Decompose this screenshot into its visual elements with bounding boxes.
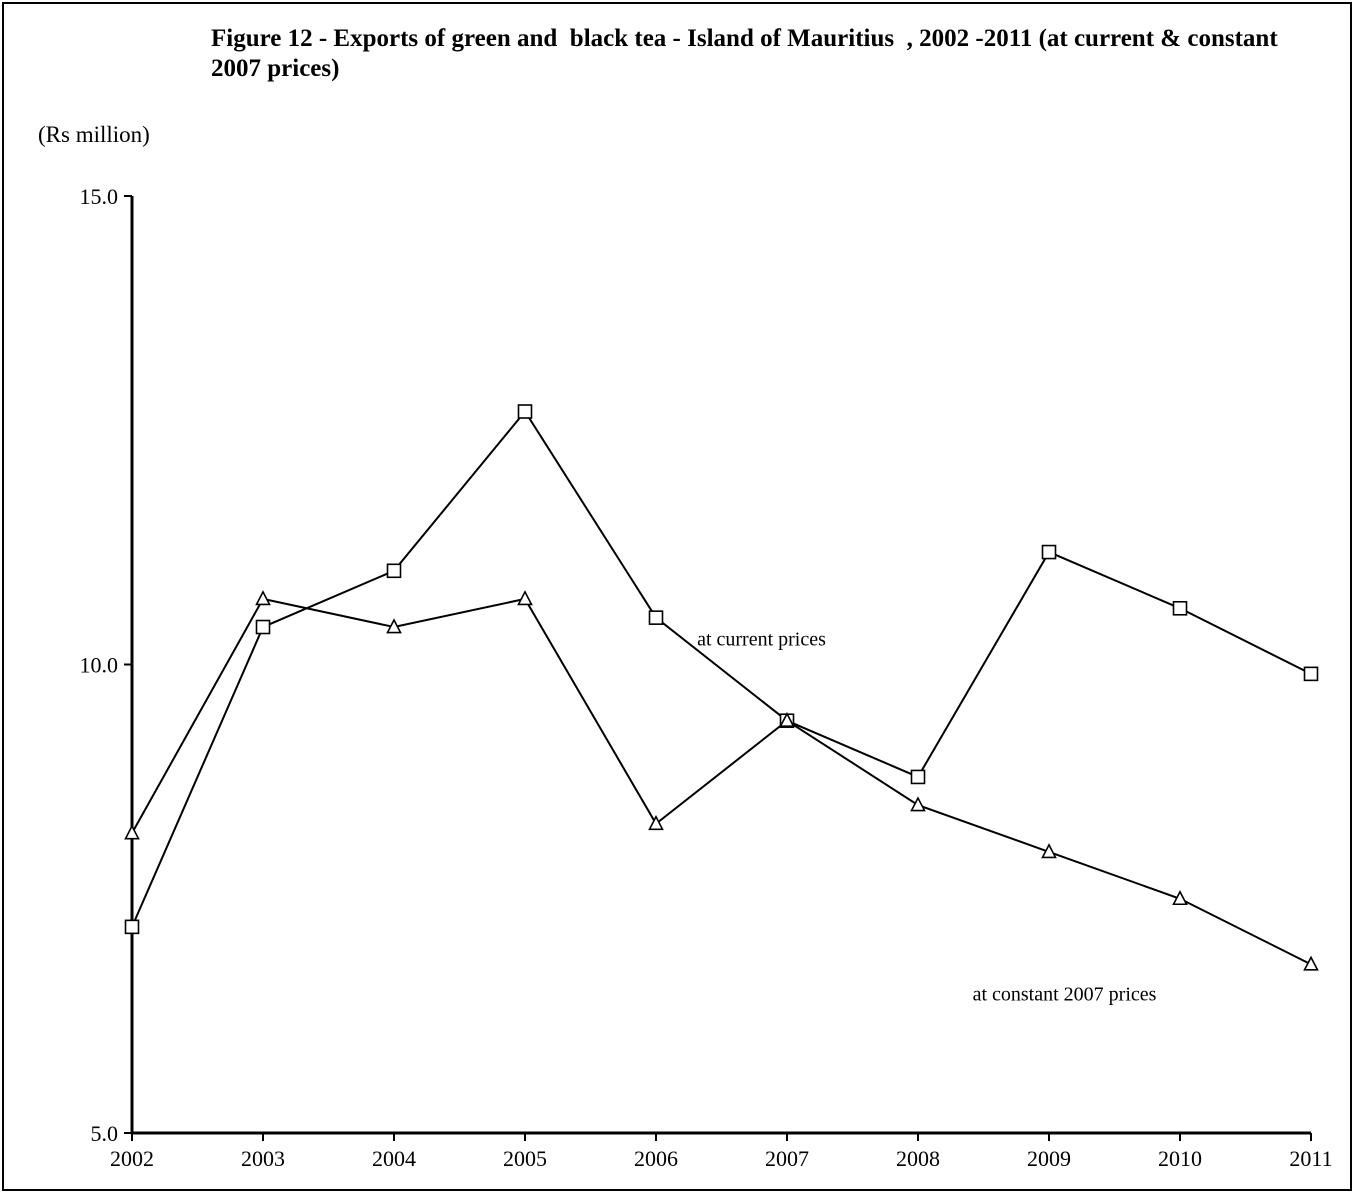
y-tick-label: 10.0	[80, 653, 119, 678]
label-constant-prices: at constant 2007 prices	[973, 983, 1157, 1005]
triangle-marker	[1041, 843, 1057, 859]
x-tick-label: 2009	[1027, 1146, 1071, 1171]
series-constant-prices	[124, 590, 1319, 971]
triangle-marker	[1172, 890, 1188, 906]
triangle-marker	[910, 796, 926, 812]
square-marker	[386, 563, 402, 579]
triangle-marker	[1303, 955, 1319, 971]
chart-title: Figure 12 - Exports of green and black t…	[211, 25, 1284, 82]
series-current-prices	[124, 404, 1319, 935]
x-tick-label: 2007	[765, 1146, 809, 1171]
square-marker	[1041, 544, 1057, 560]
axes: 5.0 10.0 15.0 2002 2003 2004 2005 2006 2007 2008 2…	[80, 184, 1333, 1171]
square-marker	[648, 610, 664, 625]
label-current-prices: at current prices	[697, 629, 826, 651]
square-marker	[910, 769, 926, 785]
square-marker	[255, 619, 271, 635]
square-marker	[517, 404, 533, 419]
triangle-marker	[648, 815, 664, 831]
x-tick-label: 2008	[896, 1146, 940, 1171]
square-marker	[124, 919, 140, 935]
series-line	[131, 409, 1312, 928]
annotations: at current prices at constant 2007 prices	[697, 629, 1157, 1006]
x-tick-label: 2005	[503, 1146, 547, 1171]
x-tick-label: 2011	[1289, 1146, 1332, 1171]
x-tick-label: 2004	[372, 1146, 416, 1171]
series-line	[131, 597, 1312, 966]
series-layer	[124, 404, 1319, 971]
triangle-marker	[779, 711, 795, 728]
y-tick-label: 5.0	[91, 1121, 119, 1146]
triangle-marker	[255, 590, 271, 606]
x-tick-label: 2002	[110, 1146, 154, 1171]
square-marker	[1172, 600, 1188, 616]
square-marker	[1303, 666, 1319, 682]
x-tick-label: 2010	[1158, 1146, 1202, 1171]
triangle-marker	[386, 618, 402, 634]
y-tick-label: 15.0	[80, 184, 119, 209]
y-axis-label: (Rs million)	[38, 122, 150, 147]
triangle-marker	[124, 824, 140, 840]
x-tick-label: 2006	[634, 1146, 678, 1171]
triangle-marker	[517, 590, 533, 606]
x-tick-label: 2003	[241, 1146, 285, 1171]
